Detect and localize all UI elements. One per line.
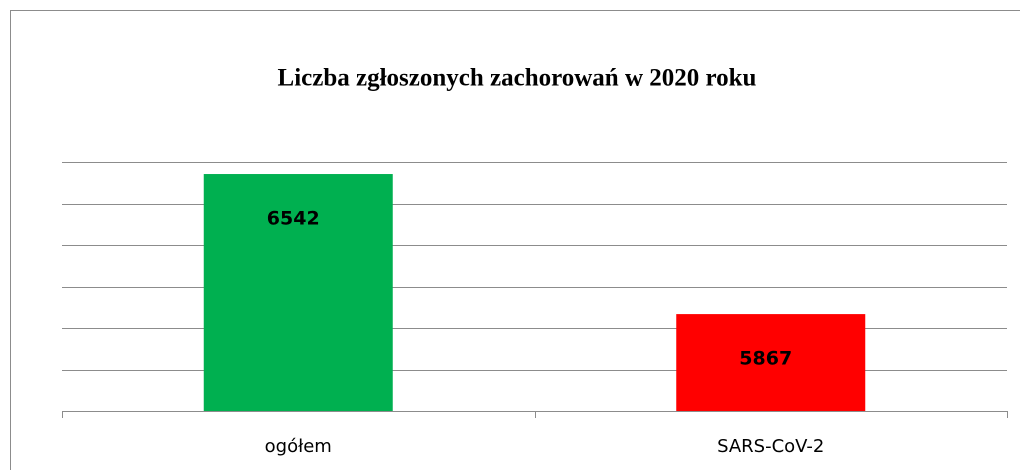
chart-frame: [10, 10, 1020, 470]
x-tick-label: SARS-CoV-2: [717, 436, 824, 457]
x-tick-label: ogółem: [265, 436, 332, 457]
data-label: 5867: [739, 348, 792, 370]
chart-title: Liczba zgłoszonych zachorowań w 2020 rok…: [278, 65, 757, 92]
bar: [203, 174, 393, 411]
data-label: 6542: [267, 208, 320, 230]
bar: [676, 314, 866, 411]
